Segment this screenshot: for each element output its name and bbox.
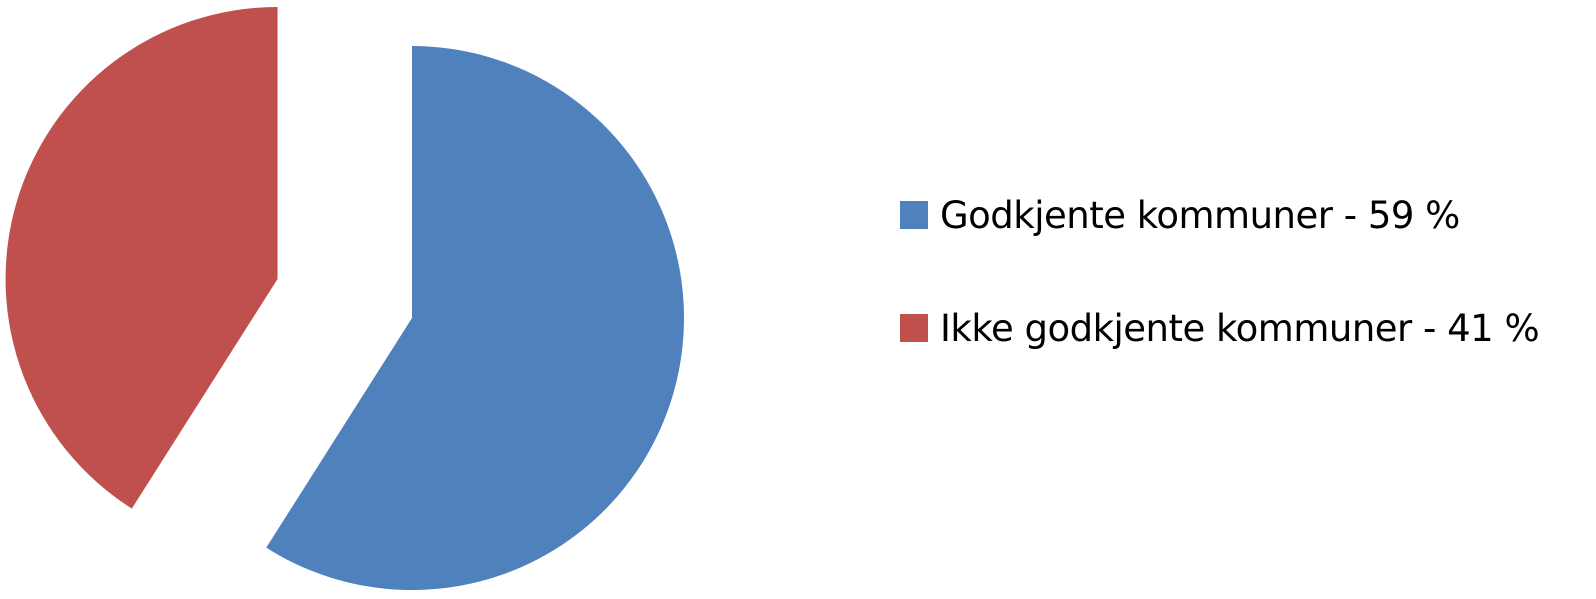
legend-item-approved: Godkjente kommuner - 59 % bbox=[900, 190, 1539, 240]
legend-swatch-not-approved bbox=[900, 314, 928, 342]
legend-item-not-approved: Ikke godkjente kommuner - 41 % bbox=[900, 303, 1540, 353]
legend-label-not-approved: Ikke godkjente kommuner - 41 % bbox=[940, 306, 1540, 350]
legend-label-approved: Godkjente kommuner - 59 % bbox=[940, 193, 1460, 237]
legend-swatch-approved bbox=[900, 201, 928, 229]
pie-slice-1 bbox=[5, 6, 278, 509]
pie-slices bbox=[5, 6, 685, 590]
pie-slice-0 bbox=[266, 46, 685, 590]
legend: Godkjente kommuner - 59 % Ikke godkjente… bbox=[900, 190, 1540, 416]
